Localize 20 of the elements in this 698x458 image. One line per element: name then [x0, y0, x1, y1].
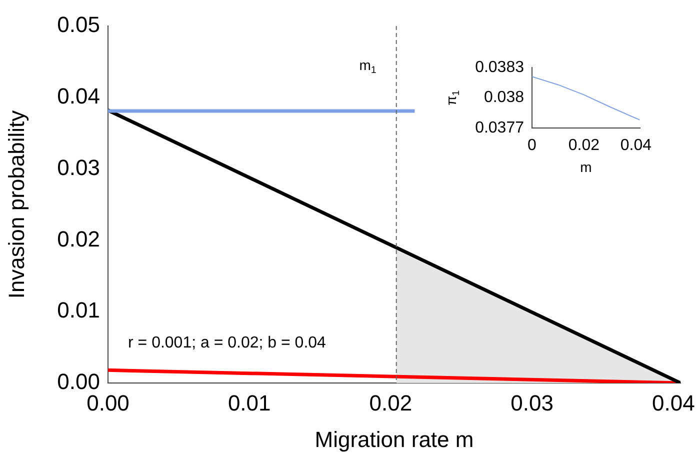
y-tick-label: 0.02: [57, 226, 100, 252]
x-tick-label: 0.02: [568, 137, 600, 154]
y-tick-label: 0.0377: [475, 119, 524, 136]
y-axis-title: π1: [442, 90, 462, 106]
y-tick-label: 0.04: [57, 83, 100, 108]
x-tick-label: 0.02: [369, 390, 412, 416]
annotation: r = 0.001; a = 0.02; b = 0.04: [128, 334, 326, 352]
x-tick-label: 0.04: [620, 137, 652, 154]
x-tick-label: 0.01: [228, 390, 271, 416]
y-tick-label: 0.05: [57, 12, 100, 38]
x-tick-label: 0.04: [652, 390, 695, 416]
y-tick-label: 0.0383: [475, 59, 524, 76]
y-tick-label: 0.01: [57, 298, 100, 323]
x-axis-title: Migration rate m: [314, 427, 474, 452]
x-tick-label: 0: [528, 137, 537, 154]
x-tick-label: 0.03: [510, 390, 554, 416]
y-tick-label: 0.038: [484, 89, 524, 106]
y-tick-label: 0.03: [57, 154, 100, 180]
x-axis-title: m: [580, 158, 592, 175]
y-axis-title: Invasion probability: [4, 110, 30, 299]
